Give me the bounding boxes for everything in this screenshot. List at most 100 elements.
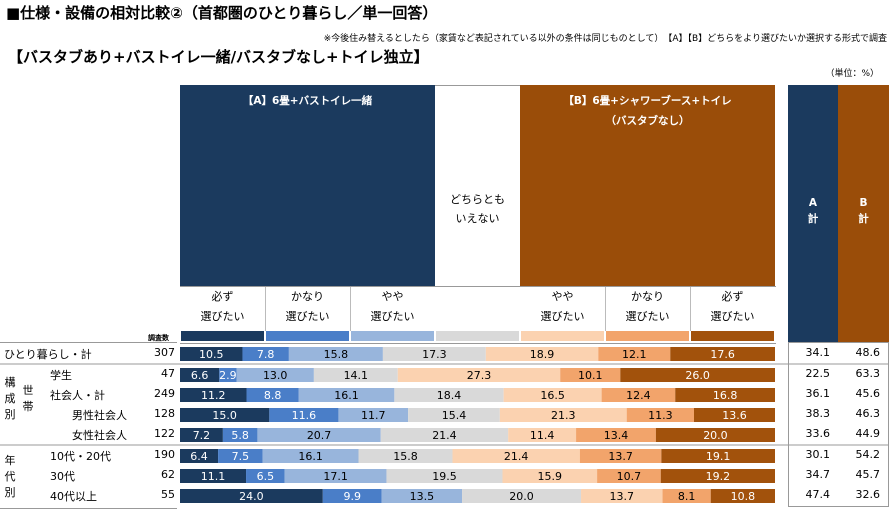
bar-segment bbox=[246, 388, 299, 402]
bar-data-label: 24.0 bbox=[239, 490, 264, 503]
bar-data-label: 20.7 bbox=[307, 429, 332, 442]
bar-segment bbox=[655, 428, 775, 442]
bar-data-label: 21.4 bbox=[504, 450, 529, 463]
row-sample-size: 122 bbox=[154, 427, 175, 440]
bar-data-label: 13.5 bbox=[410, 490, 435, 503]
b-total-line2: 計 bbox=[858, 213, 869, 225]
bar-segment bbox=[180, 489, 323, 503]
bar-data-label: 20.0 bbox=[703, 429, 728, 442]
row-a-total: 22.5 bbox=[805, 367, 831, 380]
row-a-total: 47.4 bbox=[805, 488, 831, 501]
bar-segment bbox=[338, 408, 409, 422]
survey-note: ※今後住み替えるとしたら（家賃など表記されている以外の条件は同じものとして） 【… bbox=[323, 34, 887, 44]
col-a-mid-2: 選びたい bbox=[285, 310, 330, 323]
bar-data-label: 11.2 bbox=[201, 389, 226, 402]
header-neutral-line1: どちらとも bbox=[450, 193, 505, 206]
row-sample-size: 249 bbox=[154, 387, 175, 400]
col-b-light-1: やや bbox=[551, 290, 574, 303]
bar-data-label: 11.3 bbox=[648, 409, 673, 422]
bar-segment bbox=[694, 408, 775, 422]
row-sample-size: 128 bbox=[154, 407, 175, 420]
bar-data-label: 20.0 bbox=[509, 490, 534, 503]
bar-segment bbox=[386, 469, 503, 483]
row-sample-size: 190 bbox=[154, 448, 175, 461]
bar-segment bbox=[601, 388, 676, 402]
bar-segment bbox=[710, 489, 775, 503]
bar-data-label: 12.4 bbox=[626, 389, 651, 402]
bar-data-label: 27.3 bbox=[467, 369, 492, 382]
bar-segment bbox=[452, 449, 580, 463]
bar-segment bbox=[660, 469, 775, 483]
bar-data-label: 5.8 bbox=[231, 429, 249, 442]
bar-data-label: 16.8 bbox=[713, 389, 738, 402]
col-b-mid-1: かなり bbox=[631, 290, 664, 303]
bar-segment bbox=[236, 368, 314, 382]
bar-segment bbox=[502, 469, 598, 483]
col-a-mid-1: かなり bbox=[291, 290, 324, 303]
page-title: ■仕様・設備の相対比較②（首都圏のひとり暮らし／単一回答） bbox=[6, 4, 438, 22]
col-a-strong-1: 必ず bbox=[211, 290, 234, 303]
bar-segment bbox=[180, 347, 243, 361]
bar-data-label: 13.7 bbox=[608, 450, 633, 463]
group-nendai-2: 代 bbox=[4, 470, 16, 483]
bar-data-label: 26.0 bbox=[685, 369, 710, 382]
header-a-total: A 計 bbox=[788, 85, 838, 342]
bar-segment bbox=[180, 449, 219, 463]
bar-segment bbox=[598, 347, 671, 361]
bar-segment bbox=[576, 428, 656, 442]
row-label: 男性社会人 bbox=[72, 409, 127, 422]
bar-segment bbox=[242, 347, 289, 361]
bar-segment bbox=[560, 368, 621, 382]
bar-data-label: 6.5 bbox=[257, 470, 275, 483]
bar-segment bbox=[394, 388, 504, 402]
bar-data-label: 2.9 bbox=[219, 369, 237, 382]
row-label: ひとり暮らし・計 bbox=[4, 348, 92, 361]
col-b-light-2: 選びたい bbox=[540, 310, 585, 323]
header-b-label-1: 【B】6畳+シャワーブース+トイレ bbox=[563, 95, 732, 107]
swatch-b-strong bbox=[691, 331, 774, 341]
row-sample-size: 47 bbox=[161, 367, 175, 380]
row-a-total: 33.6 bbox=[805, 427, 831, 440]
col-header-row: 必ず 選びたい かなり 選びたい やや 選びたい やや 選びたい かなり 選びたい 必ず選… bbox=[180, 286, 776, 344]
row-label: 社会人・計 bbox=[50, 389, 105, 402]
bar-data-label: 6.6 bbox=[191, 369, 209, 382]
bar-data-label: 13.4 bbox=[604, 429, 629, 442]
bar-segment bbox=[218, 449, 263, 463]
n-header-label: 調査数 bbox=[148, 334, 169, 342]
bar-data-label: 8.1 bbox=[678, 490, 696, 503]
bar-data-label: 11.6 bbox=[292, 409, 317, 422]
bar-data-label: 19.5 bbox=[432, 470, 457, 483]
bar-data-label: 21.4 bbox=[432, 429, 457, 442]
col-a-strong-2: 選びたい bbox=[200, 310, 245, 323]
swatch-a-strong bbox=[181, 331, 264, 341]
bar-segment bbox=[462, 489, 582, 503]
group-kousei-1: 構 bbox=[4, 376, 16, 389]
bar-data-label: 10.8 bbox=[731, 490, 756, 503]
header-b-label-2: （バスタブなし） bbox=[605, 115, 690, 127]
row-label: 30代 bbox=[50, 470, 75, 483]
swatch-a-mid bbox=[266, 331, 349, 341]
row-a-total: 34.1 bbox=[805, 346, 831, 359]
bar-segment bbox=[581, 489, 663, 503]
bar-segment bbox=[262, 449, 359, 463]
row-label: 10代・20代 bbox=[50, 450, 111, 463]
col-b-strong: 必ず 選びたい bbox=[690, 287, 775, 331]
row-a-total: 30.1 bbox=[805, 448, 831, 461]
bar-segment bbox=[180, 368, 220, 382]
row-b-total: 48.6 bbox=[855, 346, 881, 359]
header-a: 【A】6畳+バストイレ一緒 bbox=[180, 85, 435, 286]
row-sample-size: 62 bbox=[161, 468, 175, 481]
bar-data-label: 18.4 bbox=[437, 389, 462, 402]
bar-segment bbox=[620, 368, 775, 382]
bar-segment bbox=[597, 469, 661, 483]
bar-data-label: 15.8 bbox=[393, 450, 418, 463]
bar-data-label: 6.4 bbox=[190, 450, 208, 463]
swatch-b-mid bbox=[606, 331, 689, 341]
bar-data-label: 15.0 bbox=[212, 409, 237, 422]
bar-segment bbox=[670, 347, 775, 361]
bar-segment bbox=[626, 408, 694, 422]
bar-data-label: 11.4 bbox=[530, 429, 555, 442]
col-a-light: やや 選びたい bbox=[350, 287, 435, 331]
bar-segment bbox=[180, 469, 247, 483]
